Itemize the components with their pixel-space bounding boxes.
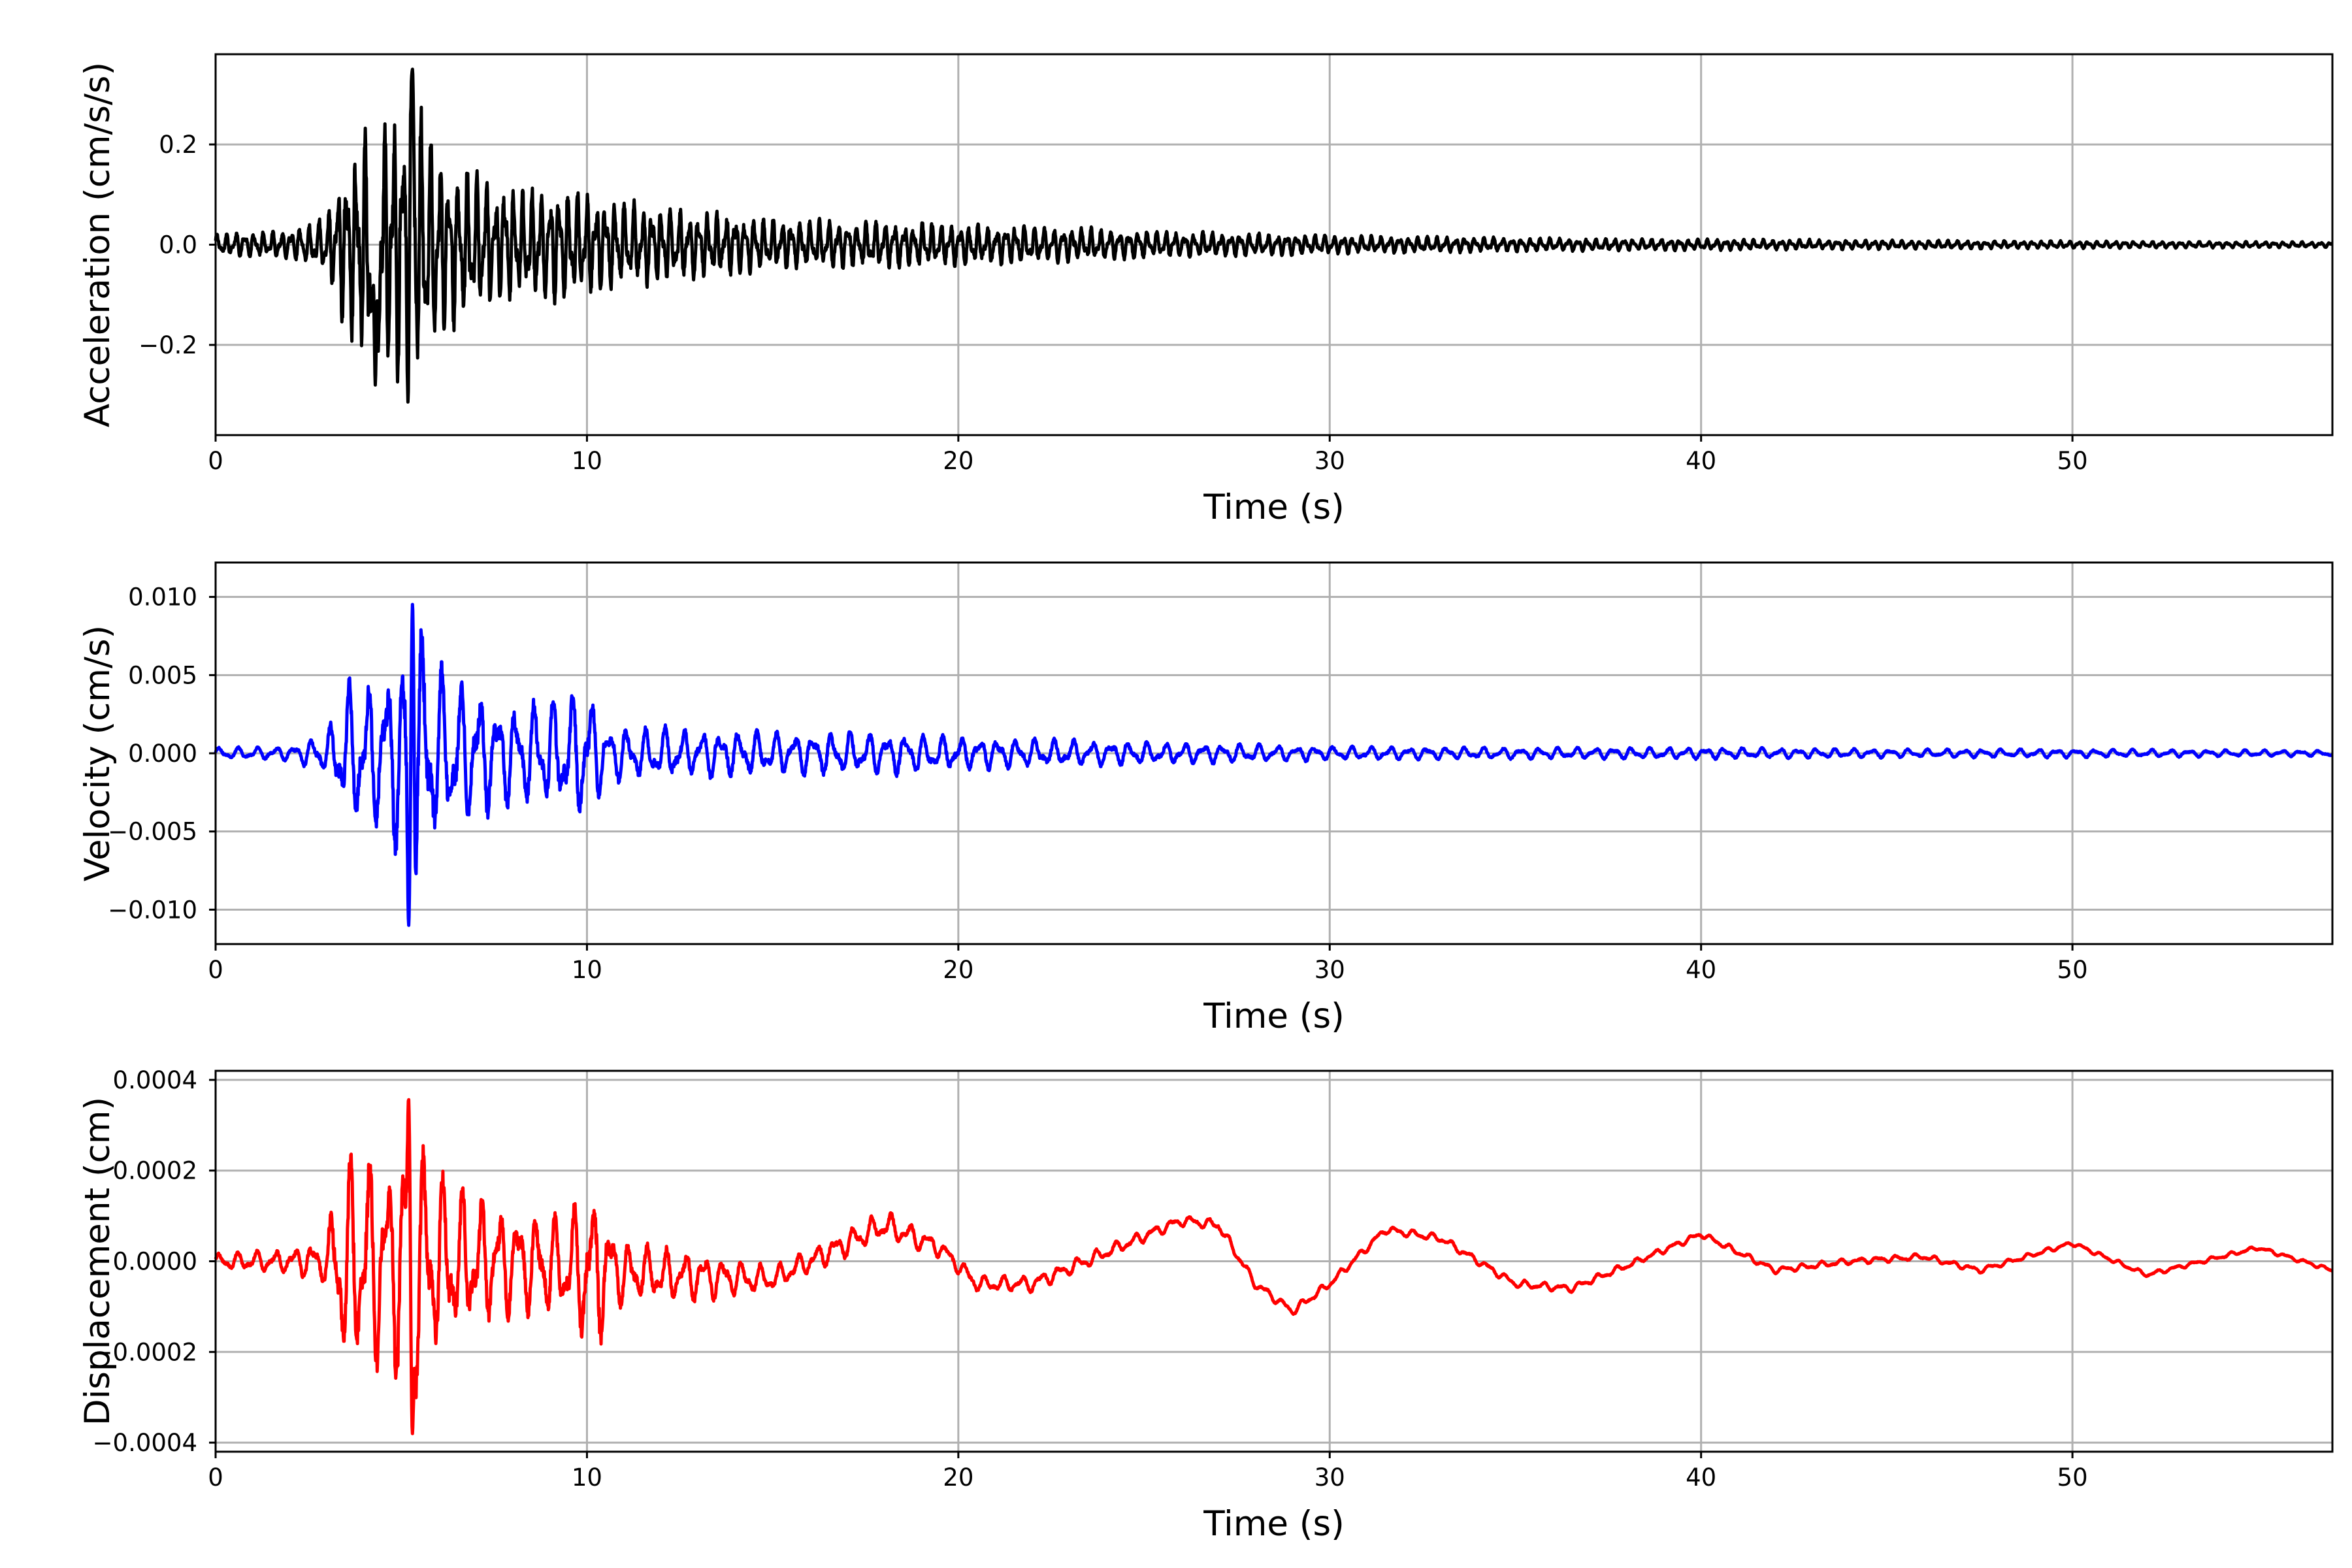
acceleration-ytick-label: 0.0 [159,231,197,259]
velocity-ytick-label: 0.000 [128,740,197,768]
velocity-xtick-label: 50 [2057,956,2088,984]
acceleration-ytick-label: −0.2 [139,331,197,359]
velocity-series-line [214,602,2334,927]
displacement-x-axis-label: Time (s) [1203,1504,1345,1544]
velocity-xtick-label: 30 [1315,956,1345,984]
acceleration-xtick-label: 40 [1686,447,1716,475]
velocity-ytick-label: 0.010 [128,583,197,612]
displacement-panel: 0 10 20 30 40 50 −0.0004 −0.0002 0.0000 0.0002 0.0… [78,1066,2334,1544]
displacement-xtick-label: 50 [2057,1463,2088,1492]
velocity-y-axis-label: Velocity (cm/s) [78,625,118,881]
acceleration-xtick-label: 0 [208,447,223,475]
acceleration-series-line [214,67,2334,404]
displacement-y-axis-label: Displacement (cm) [78,1097,118,1426]
acceleration-xtick-label: 20 [943,447,973,475]
displacement-ytick-label: 0.0000 [113,1248,197,1276]
displacement-xtick-label: 0 [208,1463,223,1492]
velocity-xtick-label: 20 [943,956,973,984]
acceleration-panel: 0 10 20 30 40 50 −0.2 0.0 0.2 Time (s) Acceleratio… [78,53,2334,527]
velocity-ytick-label: −0.010 [108,896,197,924]
displacement-ytick-label: 0.0004 [113,1066,197,1094]
acceleration-xtick-label: 50 [2057,447,2088,475]
displacement-xtick-label: 10 [572,1463,602,1492]
velocity-xtick-label: 40 [1686,956,1716,984]
displacement-ytick-label: −0.0002 [93,1338,197,1366]
displacement-series-line [214,1098,2334,1435]
acceleration-xtick-label: 10 [572,447,602,475]
displacement-ytick-label: 0.0002 [113,1157,197,1185]
velocity-x-axis-label: Time (s) [1203,996,1345,1036]
displacement-ytick-label: −0.0004 [93,1429,197,1457]
displacement-xtick-label: 40 [1686,1463,1716,1492]
acceleration-y-axis-label: Acceleration (cm/s/s) [78,62,118,427]
displacement-xtick-label: 30 [1315,1463,1345,1492]
acceleration-xtick-label: 30 [1315,447,1345,475]
velocity-xtick-label: 0 [208,956,223,984]
acceleration-ytick-label: 0.2 [159,131,197,159]
velocity-xtick-label: 10 [572,956,602,984]
acceleration-x-axis-label: Time (s) [1203,487,1345,527]
displacement-xtick-label: 20 [943,1463,973,1492]
velocity-panel: 0 10 20 30 40 50 −0.010 −0.005 0.000 0.005 0.010 Ti… [78,561,2334,1036]
velocity-ytick-label: 0.005 [128,661,197,689]
velocity-ytick-label: −0.005 [108,818,197,846]
